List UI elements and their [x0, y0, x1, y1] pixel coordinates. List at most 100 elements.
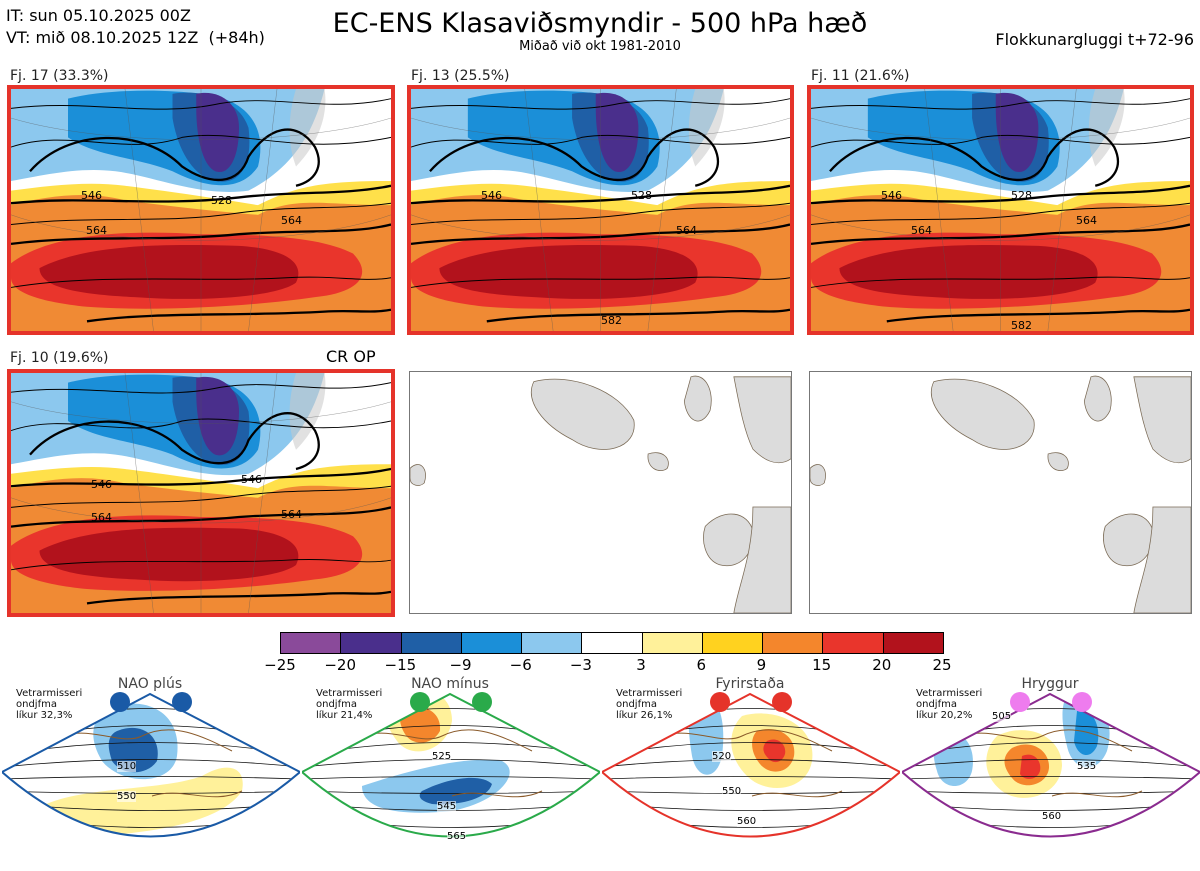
contour-label: 528 [211, 194, 232, 207]
colorbar-segment [762, 633, 823, 653]
cluster-3-label: Fj. 11 (21.6%) [811, 68, 910, 84]
regime-contour-label: 505 [992, 711, 1012, 722]
colorbar-tick-label: −20 [324, 656, 356, 674]
colorbar-tick-label: 15 [812, 656, 832, 674]
colorbar-segment [521, 633, 582, 653]
colorbar-tick-label: 3 [636, 656, 646, 674]
regime-marker-dot [772, 692, 792, 712]
contour-label: 564 [91, 511, 112, 524]
regime-marker-dot [1072, 692, 1092, 712]
regime-note-line: ondjfma [616, 699, 657, 710]
regime-note-line: ondjfma [316, 699, 357, 710]
regime-marker-dot [710, 692, 730, 712]
regime-note-line: Vetrarmisseri [616, 688, 683, 699]
contour-label: 546 [81, 189, 102, 202]
cluster-2-label: Fj. 13 (25.5%) [411, 68, 510, 84]
colorbar-segment [340, 633, 401, 653]
contour-label: 564 [281, 214, 302, 227]
contour-label: 582 [1011, 319, 1032, 332]
regime-3: Fyrirstaða Vetrarmisseri ondjfma líkur 26,1… [602, 676, 900, 871]
regime-2: NAO mínus Vetrarmisseri ondjfma líkur 21,4%… [302, 676, 600, 871]
regime-title: Hryggur [1021, 676, 1079, 692]
regime-map [2, 692, 300, 838]
regime-title: NAO plús [117, 676, 183, 692]
contour-label: 546 [241, 473, 262, 486]
contour-label: 546 [481, 189, 502, 202]
contour-label: 546 [881, 189, 902, 202]
colorbar-segment [460, 633, 522, 653]
colorbar-segment [641, 633, 702, 653]
cluster-3-map: 546 528 564 564 582 [807, 85, 1194, 335]
regime-marker-dot [472, 692, 492, 712]
regime-probability-note: Vetrarmisseri ondjfma líkur 26,1% [616, 688, 682, 721]
colorbar-segment [701, 633, 763, 653]
contour-label: 564 [676, 224, 697, 237]
regime-probability-note: Vetrarmisseri ondjfma líkur 32,3% [16, 688, 82, 721]
regime-marker-dot [410, 692, 430, 712]
regime-contour-label: 565 [447, 831, 467, 842]
colorbar-tick-label: −9 [449, 656, 472, 674]
cluster-2-map: 546 528 564 582 [407, 85, 794, 335]
regime-title: NAO mínus [411, 676, 489, 692]
colorbar-tick-label: −25 [264, 656, 296, 674]
contour-label: 528 [1011, 189, 1032, 202]
colorbar-tick-label: 20 [872, 656, 892, 674]
regime-marker-dot [172, 692, 192, 712]
regime-probability-note: Vetrarmisseri ondjfma líkur 21,4% [316, 688, 382, 721]
regime-contour-label: 550 [117, 791, 137, 802]
contour-label: 564 [281, 508, 302, 521]
colorbar-segment [281, 633, 341, 653]
colorbar-tick-label: −6 [509, 656, 532, 674]
regime-contour-label: 560 [737, 816, 757, 827]
colorbar-segment [882, 633, 943, 653]
regime-probability-note: Vetrarmisseri ondjfma líkur 20,2% [916, 688, 982, 721]
cluster-1-map: 546 528 564 564 [7, 85, 395, 335]
regime-note-line: Vetrarmisseri [916, 688, 983, 699]
regime-contour-label: 510 [117, 761, 137, 772]
cluster-4-label: Fj. 10 (19.6%) [10, 350, 109, 366]
regime-note-line: líkur 26,1% [616, 710, 673, 721]
regime-map [302, 692, 600, 838]
empty-map-1 [409, 371, 792, 614]
regime-contour-label: 560 [1042, 811, 1062, 822]
regime-note-line: ondjfma [16, 699, 57, 710]
regime-contour-label: 525 [432, 751, 452, 762]
cluster-1-label: Fj. 17 (33.3%) [10, 68, 109, 84]
colorbar [280, 632, 944, 654]
colorbar-tick-label: 25 [932, 656, 952, 674]
contour-label: 564 [911, 224, 932, 237]
page-title: EC-ENS Klasaviðsmyndir - 500 hPa hæð [332, 8, 868, 39]
contour-label: 564 [86, 224, 107, 237]
valid-time: VT: mið 08.10.2025 12Z (+84h) [6, 28, 265, 47]
colorbar-segment [400, 633, 461, 653]
contour-label: 546 [91, 478, 112, 491]
colorbar-tick-label: −15 [384, 656, 417, 674]
regime-contour-label: 550 [722, 786, 742, 797]
regime-note-line: ondjfma [916, 699, 957, 710]
colorbar-tick-label: −3 [569, 656, 592, 674]
colorbar-segment [581, 633, 642, 653]
colorbar-segment [822, 633, 883, 653]
regime-marker-dot [110, 692, 130, 712]
classification-window: Flokkunargluggi t+72-96 [995, 30, 1194, 49]
page-subtitle: Miðað við okt 1981-2010 [519, 39, 681, 54]
regime-note-line: Vetrarmisseri [316, 688, 383, 699]
regime-contour-label: 535 [1077, 761, 1097, 772]
init-time: IT: sun 05.10.2025 00Z [6, 6, 191, 25]
contour-label: 564 [1076, 214, 1097, 227]
regime-contour-label: 520 [712, 751, 732, 762]
colorbar-tick-label: 9 [756, 656, 767, 674]
contour-label: 528 [631, 189, 652, 202]
regime-note-line: líkur 32,3% [16, 710, 73, 721]
contour-label: 582 [601, 314, 622, 327]
regime-title: Fyrirstaða [715, 676, 785, 692]
empty-map-2 [809, 371, 1192, 614]
regime-note-line: Vetrarmisseri [16, 688, 83, 699]
regime-contour-label: 545 [437, 801, 457, 812]
control-oper-tag: CR OP [326, 347, 376, 366]
regime-note-line: líkur 21,4% [316, 710, 373, 721]
regime-marker-dot [1010, 692, 1030, 712]
regime-4: Hryggur Vetrarmisseri ondjfma líkur 20,2% 50… [902, 676, 1200, 871]
regime-1: NAO plús Vetrarmisseri ondjfma líkur 32,3% 5… [2, 676, 300, 871]
cluster-4-map: 546 546 564 564 [7, 369, 395, 617]
